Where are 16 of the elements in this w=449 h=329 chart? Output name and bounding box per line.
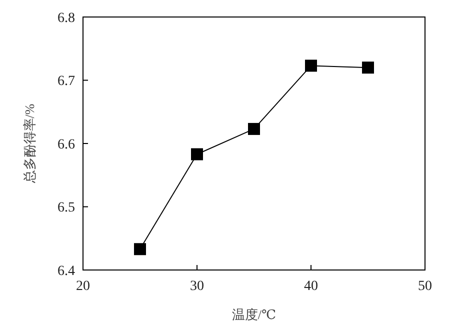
x-tick-label: 30 — [190, 279, 204, 294]
y-tick-label: 6.4 — [58, 264, 75, 279]
point — [191, 148, 203, 160]
x-tick-label: 40 — [304, 279, 318, 294]
y-tick-label: 6.6 — [58, 137, 75, 152]
x-tick-label: 50 — [418, 279, 432, 294]
y-tick-label: 6.5 — [58, 200, 75, 216]
point — [248, 122, 260, 135]
y-tick-label: 6.7 — [58, 74, 75, 90]
x-tick-label: 20 — [76, 279, 90, 294]
y-tick-label: 6.8 — [58, 10, 75, 26]
x-axis-title: 温度/℃ — [232, 307, 276, 322]
point — [305, 60, 317, 72]
point — [362, 62, 374, 74]
y-axis-title: 总多酚得率/% — [22, 104, 37, 184]
point — [134, 243, 146, 256]
